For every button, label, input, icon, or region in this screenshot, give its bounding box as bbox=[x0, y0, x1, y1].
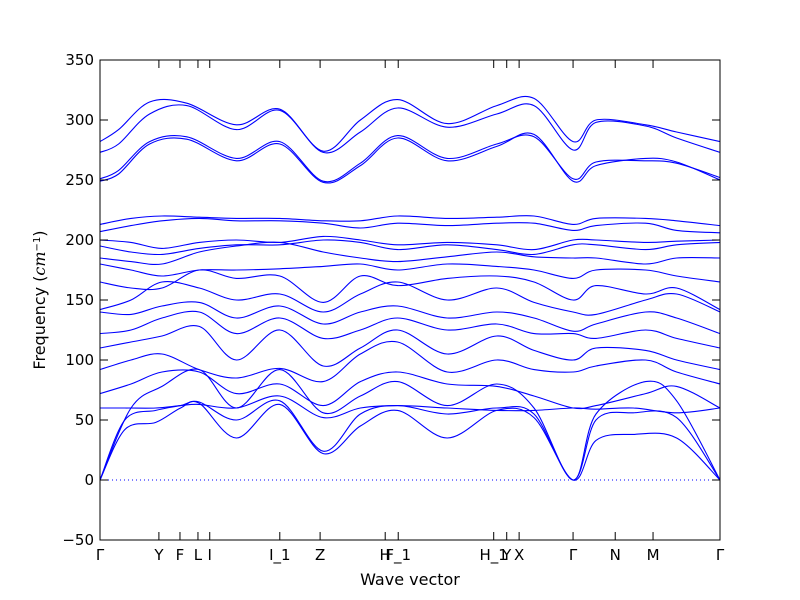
y-tick-label: 350 bbox=[65, 51, 94, 69]
x-tick-label: H bbox=[380, 546, 391, 564]
band-17 bbox=[100, 132, 720, 184]
x-tick-label: Y bbox=[501, 546, 512, 564]
band-5 bbox=[100, 340, 720, 385]
x-tick-label: M bbox=[647, 546, 660, 564]
y-axis-label-main: Frequency ( bbox=[30, 276, 49, 370]
band-15 bbox=[100, 217, 720, 234]
x-tick-label: I bbox=[208, 546, 212, 564]
plot-area bbox=[100, 95, 720, 481]
x-tick-label: X bbox=[514, 546, 524, 564]
y-tick-label: 250 bbox=[65, 171, 94, 189]
x-tick-label: H_1 bbox=[480, 546, 508, 565]
band-12 bbox=[100, 241, 720, 265]
band-2 bbox=[100, 395, 720, 419]
x-tick-label: F_1 bbox=[385, 546, 411, 565]
y-tick-label: 50 bbox=[75, 411, 94, 429]
y-tick-label: 0 bbox=[84, 471, 94, 489]
band-3 bbox=[100, 368, 720, 481]
band-6 bbox=[100, 325, 720, 371]
band-9 bbox=[100, 281, 720, 316]
band-18 bbox=[100, 134, 720, 183]
band-16 bbox=[100, 215, 720, 227]
y-axis-label: Frequency (cm−1) bbox=[30, 230, 49, 369]
y-tick-label: 200 bbox=[65, 231, 94, 249]
y-tick-label: 150 bbox=[65, 291, 94, 309]
x-tick-label: N bbox=[610, 546, 621, 564]
y-axis-label-close: ) bbox=[30, 230, 49, 236]
band-10 bbox=[100, 269, 720, 311]
y-tick-label: 100 bbox=[65, 351, 94, 369]
x-tick-label: L bbox=[194, 546, 203, 564]
band-7 bbox=[100, 310, 720, 349]
y-axis-label-unit: cm bbox=[30, 251, 49, 275]
x-tick-label: Γ bbox=[716, 546, 725, 564]
band-20 bbox=[100, 95, 720, 152]
y-tick-label: −50 bbox=[62, 531, 94, 549]
y-axis-label-exp: −1 bbox=[32, 237, 43, 252]
x-axis-label: Wave vector bbox=[360, 570, 460, 589]
x-tick-label: Y bbox=[153, 546, 164, 564]
band-19 bbox=[100, 103, 720, 154]
x-tick-label: F bbox=[176, 546, 185, 564]
x-tick-label: Γ bbox=[96, 546, 105, 564]
band-11 bbox=[100, 263, 720, 283]
y-axis: −50 0 50 100 150 200 250 300 350 bbox=[62, 51, 720, 549]
bands-group bbox=[100, 95, 720, 481]
band-13 bbox=[100, 239, 720, 256]
band-0 bbox=[100, 400, 720, 481]
band-8 bbox=[100, 301, 720, 335]
x-tick-label: Z bbox=[315, 546, 325, 564]
x-tick-label: I_1 bbox=[269, 546, 290, 565]
band-4 bbox=[100, 369, 720, 410]
x-tick-label: Γ bbox=[569, 546, 578, 564]
x-axis: Γ Y F L I I_1 Z HF_1 H_1Y X Γ N M Γ bbox=[96, 60, 725, 565]
y-tick-label: 300 bbox=[65, 111, 94, 129]
band-14 bbox=[100, 235, 720, 251]
